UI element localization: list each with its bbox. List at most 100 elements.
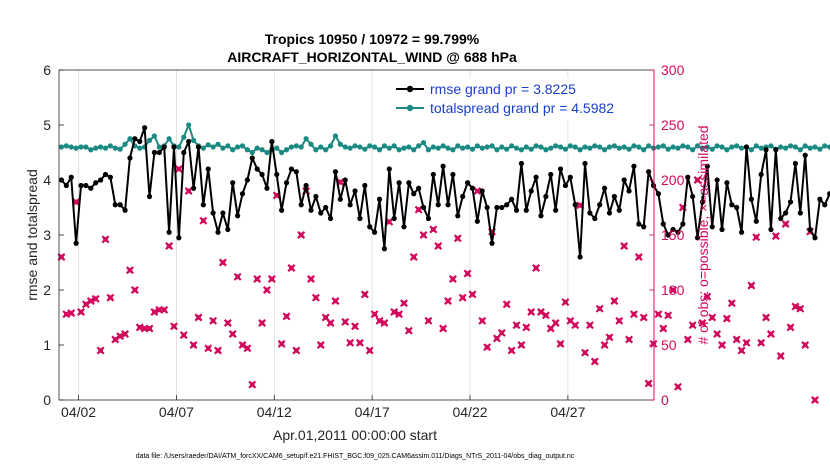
- rmse-point: [787, 199, 794, 205]
- x-tick-label: 04/22: [452, 404, 487, 420]
- totalspread-point: [489, 143, 495, 149]
- obs-count-marker: [331, 297, 340, 305]
- totalspread-point: [401, 145, 407, 151]
- obs-count-marker: [81, 300, 90, 309]
- legend-totalspread-label: totalspread grand pr = 4.5982: [430, 100, 614, 116]
- obs-count-marker: [150, 308, 159, 316]
- obs-count-marker: [610, 297, 619, 305]
- obs-count-marker: [595, 304, 604, 313]
- obs-marker-dot: [342, 319, 348, 325]
- totalspread-point: [738, 145, 745, 151]
- totalspread-point: [665, 146, 671, 152]
- obs-marker-dot: [788, 325, 793, 330]
- totalspread-point: [562, 146, 569, 152]
- obs-marker-dot: [426, 318, 431, 324]
- rmse-point: [738, 229, 745, 235]
- totalspread-point: [822, 143, 828, 149]
- obs-marker-dot: [289, 265, 294, 271]
- rmse-point: [156, 149, 162, 156]
- totalspread-point: [83, 144, 89, 150]
- rmse-point: [719, 226, 725, 233]
- rmse-point: [577, 254, 583, 260]
- rmse-point: [494, 204, 500, 211]
- totalspread-point: [509, 143, 515, 149]
- rmse-point: [195, 144, 202, 150]
- rmse-point: [773, 147, 779, 153]
- totalspread-point: [812, 144, 818, 150]
- totalspread-point: [572, 144, 578, 150]
- obs-marker-dot: [802, 342, 808, 348]
- legend-totalspread-marker: [406, 104, 414, 112]
- obs-count-marker: [292, 346, 301, 355]
- totalspread-point: [601, 147, 608, 153]
- obs-count-marker: [512, 321, 521, 330]
- totalspread-point: [186, 122, 192, 128]
- obs-count-marker: [683, 335, 692, 344]
- obs-marker-dot: [719, 342, 725, 348]
- totalspread-point: [724, 147, 730, 153]
- obs-count-marker: [238, 341, 247, 349]
- obs-marker-dot: [758, 340, 764, 346]
- rmse-point: [557, 166, 564, 172]
- rmse-point: [553, 207, 559, 213]
- x-tick-label: 04/17: [355, 404, 390, 420]
- obs-count-marker: [747, 281, 756, 290]
- obs-marker-dot: [616, 318, 622, 324]
- rmse-point: [210, 210, 216, 216]
- rmse-point: [768, 226, 774, 233]
- totalspread-point: [411, 147, 417, 153]
- obs-count-marker: [639, 313, 648, 322]
- rmse-point: [264, 185, 270, 191]
- obs-count-marker: [370, 310, 379, 319]
- rmse-point: [504, 202, 510, 208]
- rmse-point: [352, 188, 358, 194]
- rmse-point: [73, 240, 79, 246]
- obs-count-marker: [771, 232, 780, 241]
- obs-count-marker: [209, 316, 218, 325]
- rmse-point: [78, 182, 84, 189]
- rmse-point: [680, 221, 686, 227]
- obs-count-marker: [786, 323, 795, 332]
- totalspread-point: [626, 146, 632, 152]
- obs-marker-dot: [523, 325, 529, 330]
- obs-marker-dot: [88, 298, 94, 304]
- obs-marker-dot: [621, 243, 627, 249]
- obs-marker-dot: [186, 188, 192, 194]
- totalspread-point: [660, 143, 666, 149]
- obs-marker-dot: [367, 348, 373, 353]
- obs-marker-dot: [494, 336, 500, 341]
- obs-marker-dot: [440, 326, 446, 331]
- obs-marker-dot: [215, 348, 221, 353]
- rmse-point: [401, 224, 407, 230]
- rmse-point: [631, 163, 637, 169]
- rmse-point: [249, 155, 255, 161]
- totalspread-point: [543, 147, 549, 153]
- obs-marker-dot: [147, 326, 152, 331]
- obs-marker-dot: [528, 309, 534, 315]
- obs-marker-dot: [700, 320, 705, 326]
- totalspread-point: [274, 145, 280, 151]
- obs-marker-dot: [455, 235, 461, 241]
- totalspread-point: [709, 146, 715, 152]
- obs-marker-dot: [421, 232, 426, 238]
- obs-marker-dot: [235, 274, 240, 280]
- rmse-point: [313, 193, 319, 200]
- rmse-point: [234, 213, 241, 219]
- rmse-point: [63, 182, 69, 189]
- totalspread-point: [362, 146, 368, 152]
- obs-marker-dot: [563, 299, 568, 305]
- obs-count-marker: [634, 253, 643, 261]
- obs-count-marker: [551, 319, 560, 327]
- rmse-point: [748, 196, 754, 202]
- totalspread-point: [332, 133, 339, 139]
- obs-marker-dot: [430, 227, 436, 232]
- totalspread-point: [592, 143, 598, 149]
- totalspread-point: [827, 144, 830, 150]
- obs-count-marker: [424, 316, 433, 325]
- rmse-point: [822, 202, 828, 208]
- obs-count-marker: [414, 205, 423, 214]
- totalspread-point: [680, 143, 686, 149]
- totalspread-point: [88, 147, 94, 153]
- rmse-point: [102, 171, 109, 178]
- obs-marker-dot: [602, 342, 607, 348]
